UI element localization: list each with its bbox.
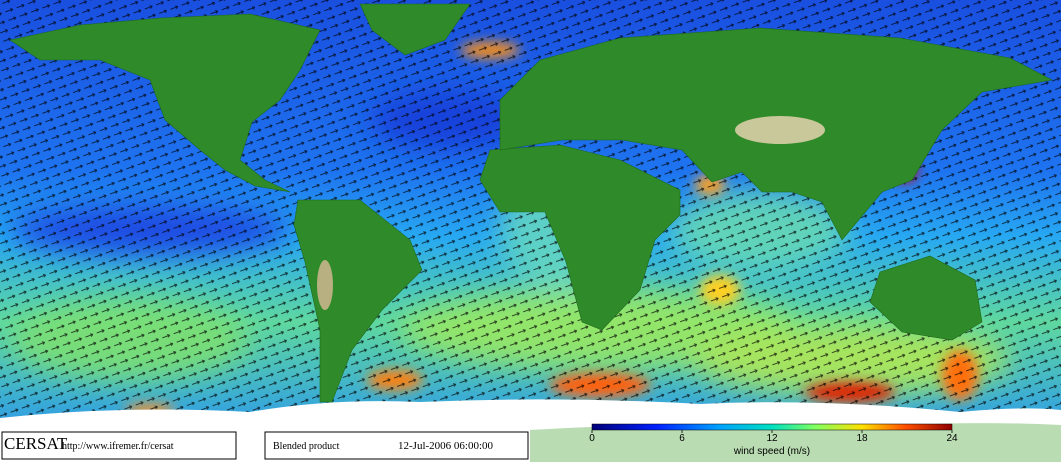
antarctica xyxy=(0,399,1061,462)
colorbar-tick-label: 24 xyxy=(946,433,958,444)
greenland xyxy=(359,3,471,56)
product: Blended product xyxy=(273,441,340,452)
footer: CERSAT http://www.ifremer.fr/cersat Blen… xyxy=(0,430,530,462)
logo: CERSAT xyxy=(4,434,68,453)
colorbar-label: wind speed (m/s) xyxy=(733,446,810,457)
timestamp: 12-Jul-2006 06:00:00 xyxy=(398,440,494,452)
landmasses xyxy=(9,3,1053,403)
africa xyxy=(479,144,681,331)
colorbar-tick-label: 12 xyxy=(766,433,778,444)
colorbar-tick-label: 6 xyxy=(679,433,685,444)
logo-box xyxy=(1,431,237,460)
north-america xyxy=(9,13,321,193)
colorbar-tick-label: 18 xyxy=(856,433,868,444)
colorbar-tick-label: 0 xyxy=(589,433,595,444)
colorbar-scale xyxy=(591,423,953,431)
url: http://www.ifremer.fr/cersat xyxy=(62,441,174,452)
south-america xyxy=(293,199,423,403)
australia xyxy=(869,255,983,341)
product-box xyxy=(264,431,529,460)
colorbar: wind speed (m/s) 0 6 12 18 24 xyxy=(589,423,958,457)
